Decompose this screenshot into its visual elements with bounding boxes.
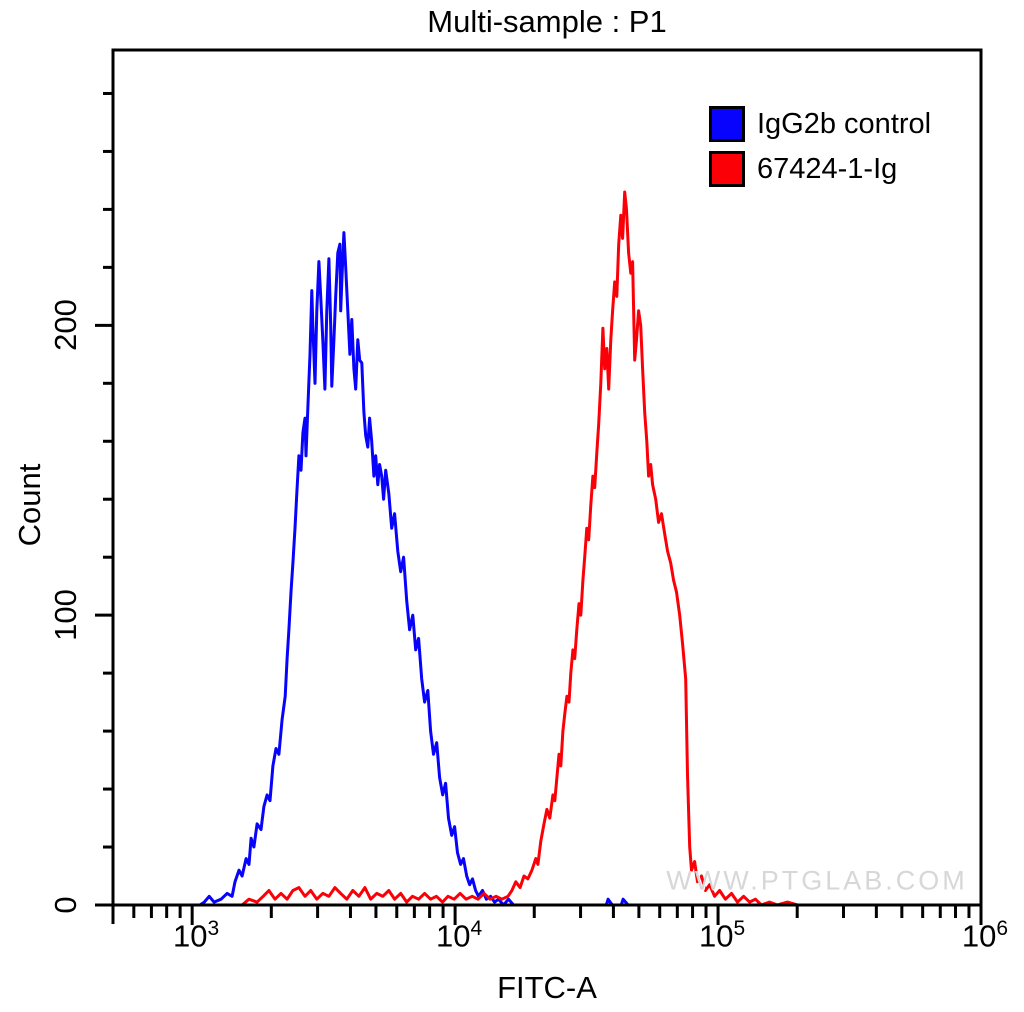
legend-label: IgG2b control <box>757 107 932 140</box>
x-tick-label: 106 <box>961 917 1009 954</box>
legend: IgG2b control 67424-1-Ig <box>709 106 931 187</box>
y-tick-label: 200 <box>48 299 83 352</box>
legend-label: 67424-1-Ig <box>757 152 898 185</box>
legend-item-igg2b-control: IgG2b control <box>709 106 931 142</box>
x-tick-label: 105 <box>698 917 746 954</box>
legend-swatch-red <box>709 151 745 187</box>
y-axis-label: Count <box>12 463 47 547</box>
legend-item-67424-1-ig: 67424-1-Ig <box>709 151 931 187</box>
x-axis-label: FITC-A <box>497 970 597 1005</box>
plot-frame <box>111 48 983 907</box>
x-tick-label: 103 <box>173 917 220 954</box>
chart-title: Multi-sample : P1 <box>427 4 667 39</box>
watermark: WWW.PTGLAB.COM <box>666 865 968 896</box>
histogram-curve-67424-1-ig <box>240 190 799 907</box>
x-tick-label: 104 <box>436 917 483 954</box>
y-tick-label: 0 <box>48 896 83 914</box>
legend-swatch-blue <box>709 106 745 142</box>
y-tick-label: 100 <box>48 589 83 642</box>
histogram-curve-igg2b-control <box>198 231 630 907</box>
